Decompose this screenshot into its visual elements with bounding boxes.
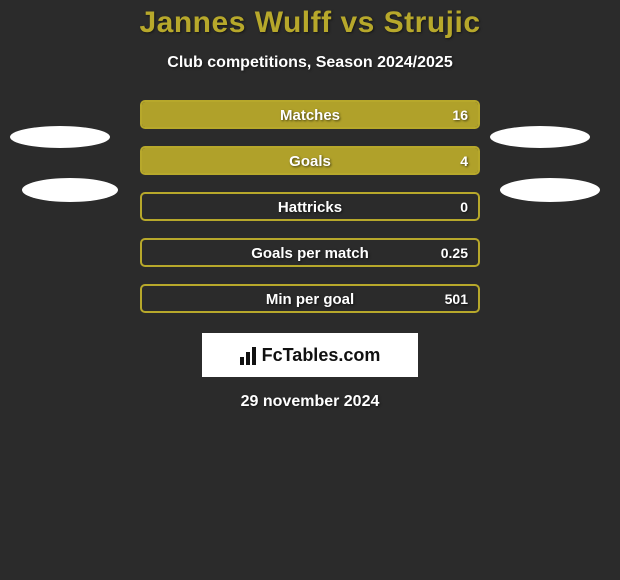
page-title: Jannes Wulff vs Strujic: [0, 6, 620, 40]
stat-label: Min per goal: [142, 286, 478, 313]
stat-bar: Min per goal501: [140, 284, 480, 313]
stat-label: Matches: [142, 102, 478, 129]
date-text: 29 november 2024: [0, 393, 620, 411]
player-photo-placeholder: [10, 126, 110, 148]
stat-bar: Matches16: [140, 100, 480, 129]
stat-value: 16: [452, 102, 468, 129]
player-photo-placeholder: [500, 178, 600, 202]
fctables-logo[interactable]: FcTables.com: [202, 333, 418, 377]
logo-text: FcTables.com: [262, 345, 381, 366]
stat-value: 501: [445, 286, 468, 313]
stat-bar: Goals per match0.25: [140, 238, 480, 267]
player-photo-placeholder: [22, 178, 118, 202]
stat-value: 4: [460, 148, 468, 175]
stat-value: 0.25: [441, 240, 468, 267]
stat-label: Goals: [142, 148, 478, 175]
subtitle: Club competitions, Season 2024/2025: [0, 54, 620, 72]
stat-bar: Hattricks0: [140, 192, 480, 221]
stat-value: 0: [460, 194, 468, 221]
player-photo-placeholder: [490, 126, 590, 148]
stat-bar: Goals4: [140, 146, 480, 175]
stat-label: Goals per match: [142, 240, 478, 267]
stat-label: Hattricks: [142, 194, 478, 221]
bar-chart-icon: [240, 345, 256, 365]
stats-bars: Matches16 Goals4 Hattricks0 Goals per match…: [140, 100, 480, 313]
comparison-card: Jannes Wulff vs Strujic Club competition…: [0, 0, 620, 411]
